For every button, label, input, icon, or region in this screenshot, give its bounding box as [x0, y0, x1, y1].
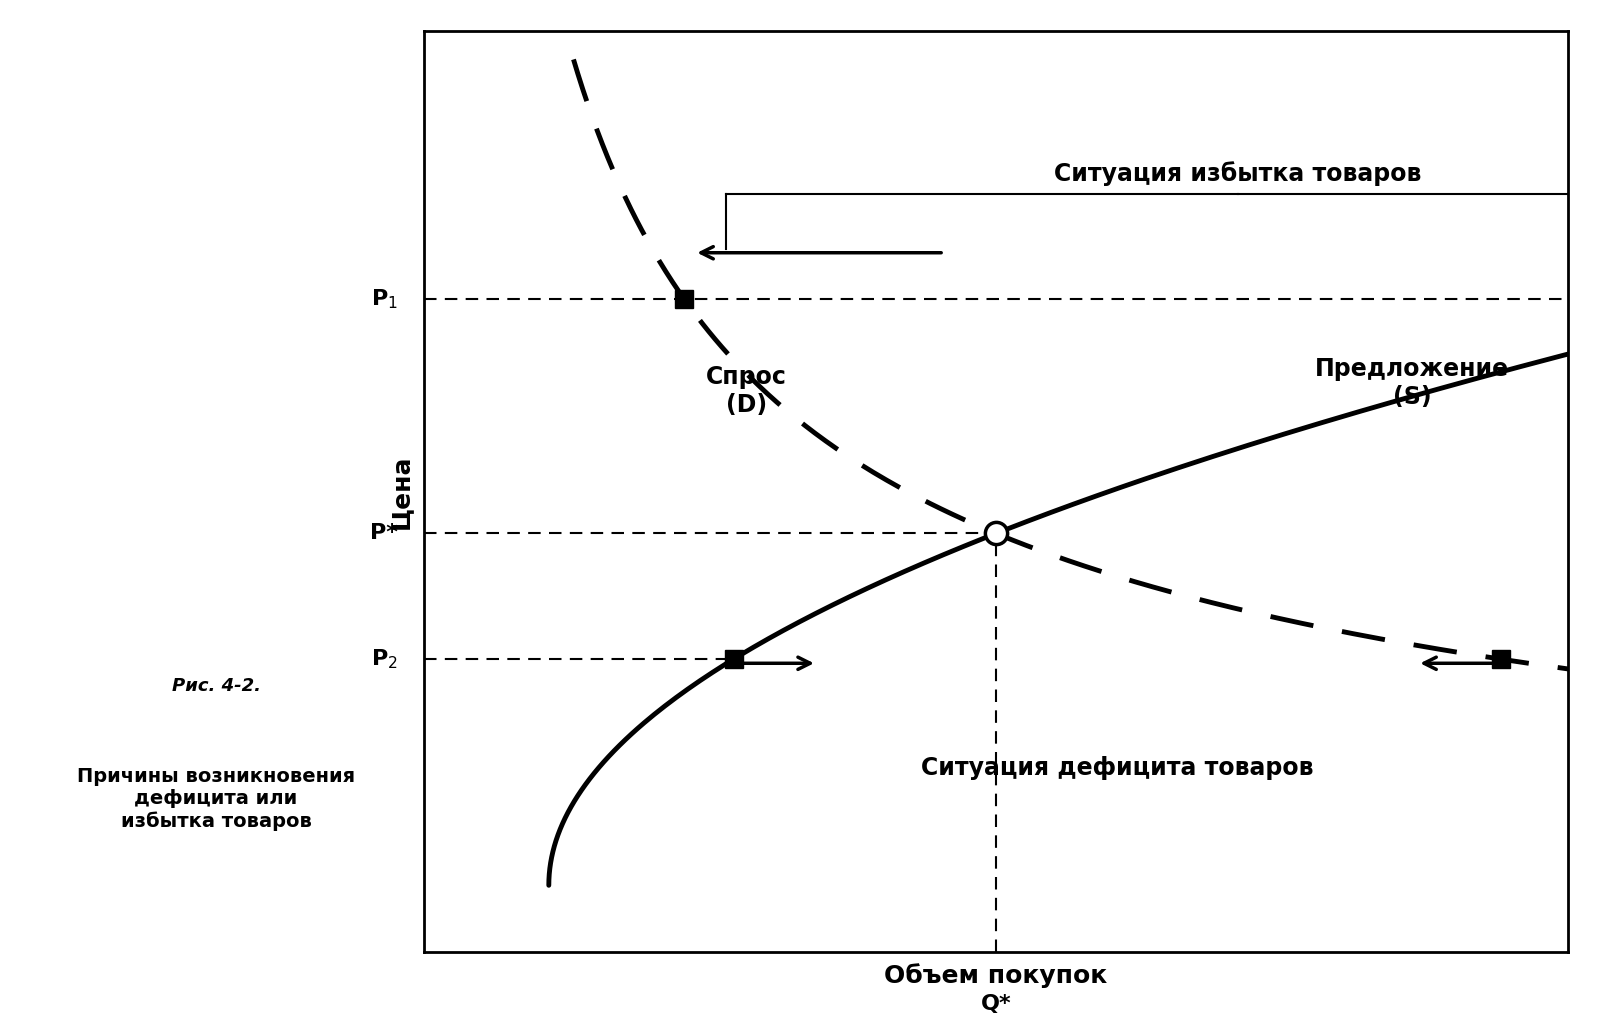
Text: P$_1$: P$_1$	[371, 287, 398, 310]
Text: Предложение
(S): Предложение (S)	[1315, 356, 1509, 409]
Text: Спрос
(D): Спрос (D)	[706, 366, 787, 417]
Y-axis label: Цена: Цена	[389, 455, 413, 528]
Text: Ситуация избытка товаров: Ситуация избытка товаров	[1054, 161, 1421, 185]
Text: Причины возникновения
дефицита или
избытка товаров: Причины возникновения дефицита или избыт…	[77, 767, 355, 830]
Text: Рис. 4-2.: Рис. 4-2.	[171, 677, 261, 695]
Text: P$_2$: P$_2$	[371, 647, 398, 671]
Text: Ситуация дефицита товаров: Ситуация дефицита товаров	[922, 756, 1314, 780]
Text: Q*: Q*	[981, 994, 1011, 1014]
X-axis label: Объем покупок: Объем покупок	[885, 964, 1107, 988]
Text: P*: P*	[370, 523, 398, 544]
